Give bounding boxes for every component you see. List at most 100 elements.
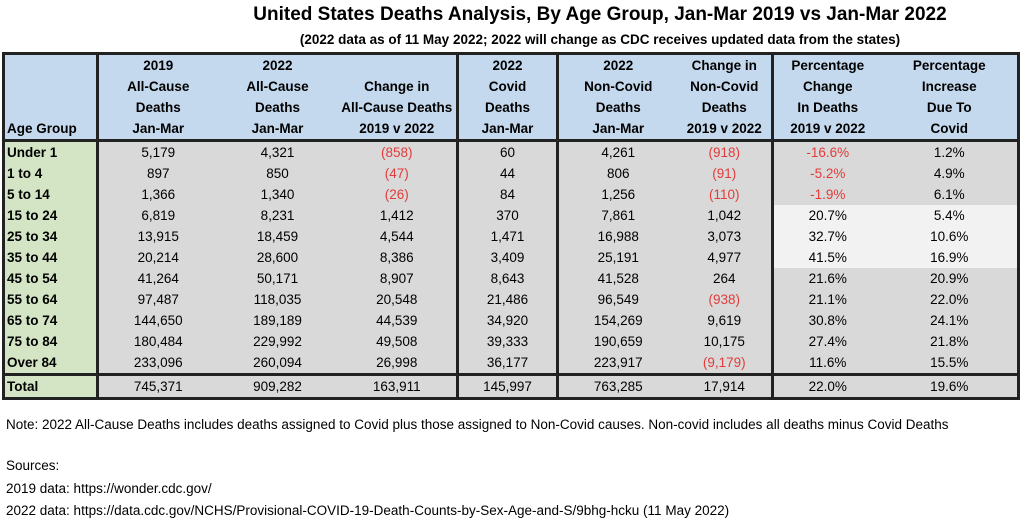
header-line: All-Cause <box>127 79 190 94</box>
value-cell: 27.4% <box>771 331 882 352</box>
value-cell: 41,528 <box>556 268 678 289</box>
column-header: 2022 All-Cause Deaths Jan-Mar <box>217 53 338 141</box>
table-row: 1 to 4 897 850 (47) 44 806 (91) -5.2% 4.9% <box>3 163 1019 184</box>
age-group-cell: 75 to 84 <box>3 331 98 352</box>
value-cell: 11.6% <box>771 352 882 375</box>
table-row: Under 1 5,179 4,321 (858) 60 4,261 (918) -16.6%… <box>3 140 1019 163</box>
value-cell: 370 <box>456 205 558 226</box>
header-line: 2019 v 2022 <box>790 121 866 136</box>
value-cell: 21.6% <box>771 268 882 289</box>
header-line: Jan-Mar <box>251 121 304 136</box>
value-cell: 20.7% <box>771 205 882 226</box>
age-group-cell: Under 1 <box>3 140 98 163</box>
value-cell: 30.8% <box>771 310 882 331</box>
total-row: Total 745,371 909,282 163,911 145,997 763,285… <box>3 373 1019 400</box>
value-cell: 190,659 <box>556 331 678 352</box>
value-cell: 189,189 <box>217 310 338 331</box>
page-title: United States Deaths Analysis, By Age Gr… <box>253 4 947 25</box>
value-cell: 24.1% <box>881 310 1019 331</box>
sources-label: Sources: <box>6 458 60 473</box>
value-cell: 28,600 <box>217 247 338 268</box>
age-group-cell: 1 to 4 <box>3 163 98 184</box>
value-cell: 897 <box>96 163 218 184</box>
value-cell: 806 <box>556 163 678 184</box>
value-cell: 229,992 <box>217 331 338 352</box>
header-line: 2019 <box>143 58 174 73</box>
value-cell: 44,539 <box>337 310 458 331</box>
header-line: Covid <box>488 79 527 94</box>
value-cell: 17,914 <box>677 373 773 400</box>
column-header: 2022 Non-Covid Deaths Jan-Mar <box>556 53 678 141</box>
value-cell: 4,261 <box>556 140 678 163</box>
age-group-cell: 55 to 64 <box>3 289 98 310</box>
table-row: 55 to 64 97,487 118,035 20,548 21,486 96,549(… <box>3 289 1019 310</box>
value-cell: (858) <box>337 140 458 163</box>
value-cell: 18,459 <box>217 226 338 247</box>
header-line: 2022 <box>262 58 293 73</box>
note-text: Note: 2022 All-Cause Deaths includes dea… <box>6 417 949 432</box>
value-cell: 97,487 <box>96 289 218 310</box>
header-line: Non-Covid <box>690 79 759 94</box>
header-line: Percentage <box>912 58 986 73</box>
value-cell: 50,171 <box>217 268 338 289</box>
header-line: Jan-Mar <box>481 121 534 136</box>
column-header: Change in Non-Covid Deaths 2019 v 2022 <box>677 53 773 141</box>
value-cell: 1,340 <box>217 184 338 205</box>
value-cell: 21.1% <box>771 289 882 310</box>
header-line: In Deaths <box>797 100 859 115</box>
value-cell: 20.9% <box>881 268 1019 289</box>
value-cell: 10,175 <box>677 331 773 352</box>
value-cell: -5.2% <box>771 163 882 184</box>
header-line: 2022 <box>603 58 634 73</box>
value-cell: 1,366 <box>96 184 218 205</box>
age-group-cell: Over 84 <box>3 352 98 375</box>
value-cell: 144,650 <box>96 310 218 331</box>
column-header: 2022 Covid Deaths Jan-Mar <box>456 53 558 141</box>
header-line: 2019 v 2022 <box>359 121 435 136</box>
value-cell: 180,484 <box>96 331 218 352</box>
value-cell: 850 <box>217 163 338 184</box>
value-cell: 4,977 <box>677 247 773 268</box>
value-cell: 32.7% <box>771 226 882 247</box>
page-subtitle: (2022 data as of 11 May 2022; 2022 will … <box>299 32 901 47</box>
value-cell: 8,643 <box>456 268 558 289</box>
column-header: Percentage Change In Deaths 2019 v 2022 <box>771 53 882 141</box>
value-cell: 8,907 <box>337 268 458 289</box>
value-cell: 745,371 <box>96 373 218 400</box>
value-cell: 9,619 <box>677 310 773 331</box>
value-cell: 5,179 <box>96 140 218 163</box>
table-row: 65 to 74 144,650 189,189 44,539 34,920 154,26… <box>3 310 1019 331</box>
header-line: Change in <box>691 58 757 73</box>
value-cell: 44 <box>456 163 558 184</box>
header-line: 2019 v 2022 <box>686 121 762 136</box>
header-line <box>7 97 94 118</box>
value-cell: 145,997 <box>456 373 558 400</box>
value-cell: -16.6% <box>771 140 882 163</box>
value-cell: (47) <box>337 163 458 184</box>
value-cell: 19.6% <box>881 373 1019 400</box>
header-line <box>340 55 455 76</box>
value-cell: 13,915 <box>96 226 218 247</box>
value-cell: 1,256 <box>556 184 678 205</box>
value-cell: 22.0% <box>881 289 1019 310</box>
value-cell: 41,264 <box>96 268 218 289</box>
value-cell: 26,998 <box>337 352 458 375</box>
age-group-cell: Total <box>3 373 98 400</box>
header-line: Change in <box>364 79 430 94</box>
header-line: Deaths <box>135 100 181 115</box>
age-group-cell: 65 to 74 <box>3 310 98 331</box>
value-cell: 10.6% <box>881 226 1019 247</box>
value-cell: 909,282 <box>217 373 338 400</box>
value-cell: 4.9% <box>881 163 1019 184</box>
header-line: Covid <box>930 121 968 136</box>
header-line: All-Cause Deaths <box>341 100 453 115</box>
header-line <box>7 55 94 76</box>
value-cell: 1,412 <box>337 205 458 226</box>
deaths-table: Age Group 2019 All-Cause Deaths Jan-Mar 2022 A… <box>2 52 1020 400</box>
value-cell: 8,231 <box>217 205 338 226</box>
value-cell: 1,042 <box>677 205 773 226</box>
header-line: Non-Covid <box>584 79 653 94</box>
value-cell: 8,386 <box>337 247 458 268</box>
value-cell: 16.9% <box>881 247 1019 268</box>
value-cell: 21.8% <box>881 331 1019 352</box>
